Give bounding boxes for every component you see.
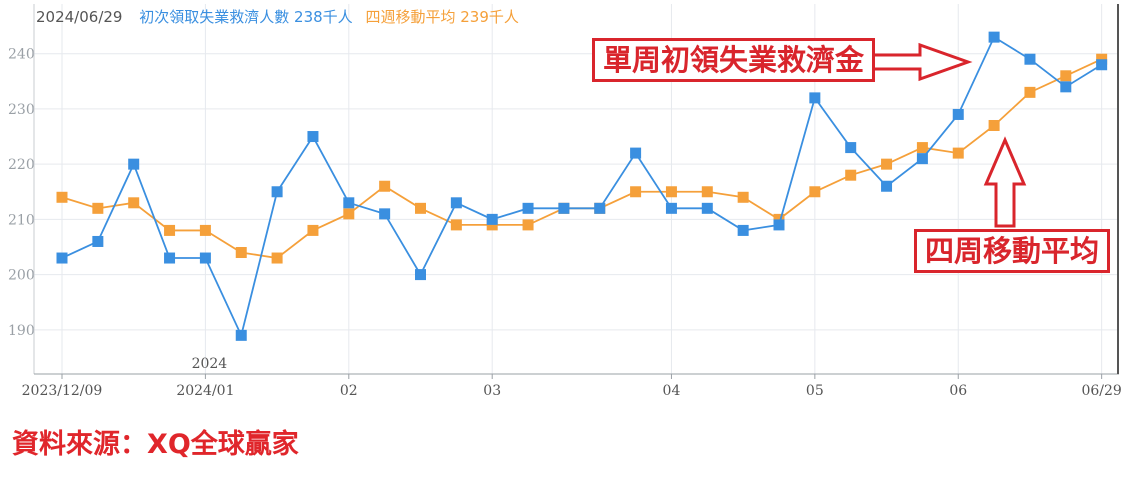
data-source: 資料來源：XQ全球贏家 bbox=[12, 429, 299, 460]
legend-average-value: 239千人 bbox=[460, 8, 519, 26]
legend-weekly-label: 初次領取失業救濟人數 bbox=[139, 8, 290, 26]
weekly-claims-point bbox=[164, 252, 176, 264]
weekly-claims-point bbox=[271, 186, 283, 198]
x-tick-label: 05 bbox=[806, 383, 824, 399]
moving-average-point bbox=[128, 197, 140, 209]
weekly-claims-point bbox=[558, 202, 570, 214]
x-tick-label: 06 bbox=[949, 383, 967, 399]
weekly-claims-point bbox=[594, 202, 606, 214]
weekly-claims-point bbox=[199, 252, 211, 264]
chart-grid bbox=[34, 4, 1119, 374]
x-tick-label: 2024/01 bbox=[176, 383, 234, 399]
weekly-claims-point bbox=[665, 202, 677, 214]
moving-average-point bbox=[199, 224, 211, 236]
moving-average-point bbox=[1060, 70, 1072, 82]
weekly-claims-point bbox=[1024, 53, 1036, 65]
moving-average-point bbox=[343, 208, 355, 220]
weekly-claims-point bbox=[916, 153, 928, 165]
moving-average-point bbox=[952, 147, 964, 159]
moving-average-point bbox=[56, 191, 68, 203]
weekly-claims-point bbox=[773, 219, 785, 231]
moving-average-point bbox=[988, 119, 1000, 131]
weekly-claims-point bbox=[379, 208, 391, 220]
chart-axes: 190 200 210 220 230 240 2023/12/09 2024/01 02 03 0… bbox=[8, 4, 1122, 399]
weekly-claims-point bbox=[343, 197, 355, 209]
y-tick-label: 210 bbox=[8, 212, 35, 228]
chart-legend: 2024/06/29 初次領取失業救濟人數 238千人 四週移動平均 239千人 bbox=[36, 6, 519, 27]
moving-average-point bbox=[271, 252, 283, 264]
weekly-claims-point bbox=[881, 180, 893, 192]
moving-average-point bbox=[665, 186, 677, 198]
legend-weekly-claims: 初次領取失業救濟人數 238千人 bbox=[139, 8, 352, 26]
weekly-claims-point bbox=[522, 202, 534, 214]
weekly-claims-point bbox=[1060, 81, 1072, 93]
moving-average-point bbox=[92, 202, 104, 214]
moving-average-point bbox=[486, 219, 498, 231]
weekly-claims-point bbox=[307, 131, 319, 143]
year-label: 2024 bbox=[192, 356, 228, 372]
x-tick-label: 02 bbox=[340, 383, 358, 399]
moving-average-point bbox=[881, 158, 893, 170]
moving-average-point bbox=[701, 186, 713, 198]
x-tick-label: 04 bbox=[663, 383, 681, 399]
jobless-claims-chart: 190 200 210 220 230 240 2023/12/09 2024/01 02 03 0… bbox=[8, 4, 1122, 399]
weekly-claims-point bbox=[128, 158, 140, 170]
weekly-claims-point bbox=[235, 329, 247, 341]
moving-average-point bbox=[164, 224, 176, 236]
moving-average-point bbox=[1024, 86, 1036, 98]
moving-average-point bbox=[450, 219, 462, 231]
legend-date: 2024/06/29 bbox=[36, 8, 123, 26]
moving-average-point bbox=[522, 219, 534, 231]
moving-average-point bbox=[1096, 53, 1108, 65]
x-tick-label: 03 bbox=[483, 383, 501, 399]
moving-average-point bbox=[916, 142, 928, 154]
moving-average-point bbox=[415, 202, 426, 214]
legend-weekly-value: 238千人 bbox=[294, 8, 353, 26]
weekly-claims-point bbox=[56, 252, 68, 264]
weekly-claims-point bbox=[701, 202, 713, 214]
moving-average-point bbox=[845, 169, 857, 181]
moving-average-point bbox=[307, 224, 319, 236]
chart-series bbox=[56, 31, 1108, 341]
weekly-claims-point bbox=[415, 269, 426, 281]
moving-average-callout: 四周移動平均 bbox=[914, 229, 1111, 273]
moving-average-point bbox=[737, 191, 749, 203]
weekly-claims-point bbox=[809, 92, 821, 104]
moving-average-point bbox=[809, 186, 821, 198]
weekly-claims-point bbox=[988, 31, 1000, 43]
weekly-claims-callout: 單周初領失業救濟金 bbox=[592, 38, 876, 82]
weekly-claims-line bbox=[61, 35, 1103, 339]
weekly-claims-point bbox=[737, 224, 749, 236]
weekly-claims-point bbox=[630, 147, 642, 159]
legend-moving-average: 四週移動平均 239千人 bbox=[365, 8, 518, 26]
y-tick-label: 190 bbox=[8, 323, 35, 339]
x-tick-label: 2023/12/09 bbox=[22, 383, 103, 399]
weekly-claims-point bbox=[486, 213, 498, 225]
moving-average-point bbox=[235, 247, 247, 259]
weekly-claims-point bbox=[845, 142, 857, 154]
x-tick-label: 06/29 bbox=[1081, 383, 1121, 399]
moving-average-point bbox=[630, 186, 642, 198]
y-tick-label: 200 bbox=[8, 268, 35, 284]
legend-average-label: 四週移動平均 bbox=[365, 8, 456, 26]
weekly-claims-point bbox=[1096, 59, 1108, 71]
moving-average-point bbox=[773, 213, 785, 225]
weekly-claims-point bbox=[952, 108, 964, 120]
y-tick-label: 220 bbox=[8, 157, 35, 173]
weekly-claims-point bbox=[450, 197, 462, 209]
y-tick-label: 230 bbox=[8, 102, 35, 118]
moving-average-point bbox=[379, 180, 391, 192]
weekly-claims-point bbox=[92, 235, 104, 247]
y-tick-label: 240 bbox=[8, 47, 35, 63]
